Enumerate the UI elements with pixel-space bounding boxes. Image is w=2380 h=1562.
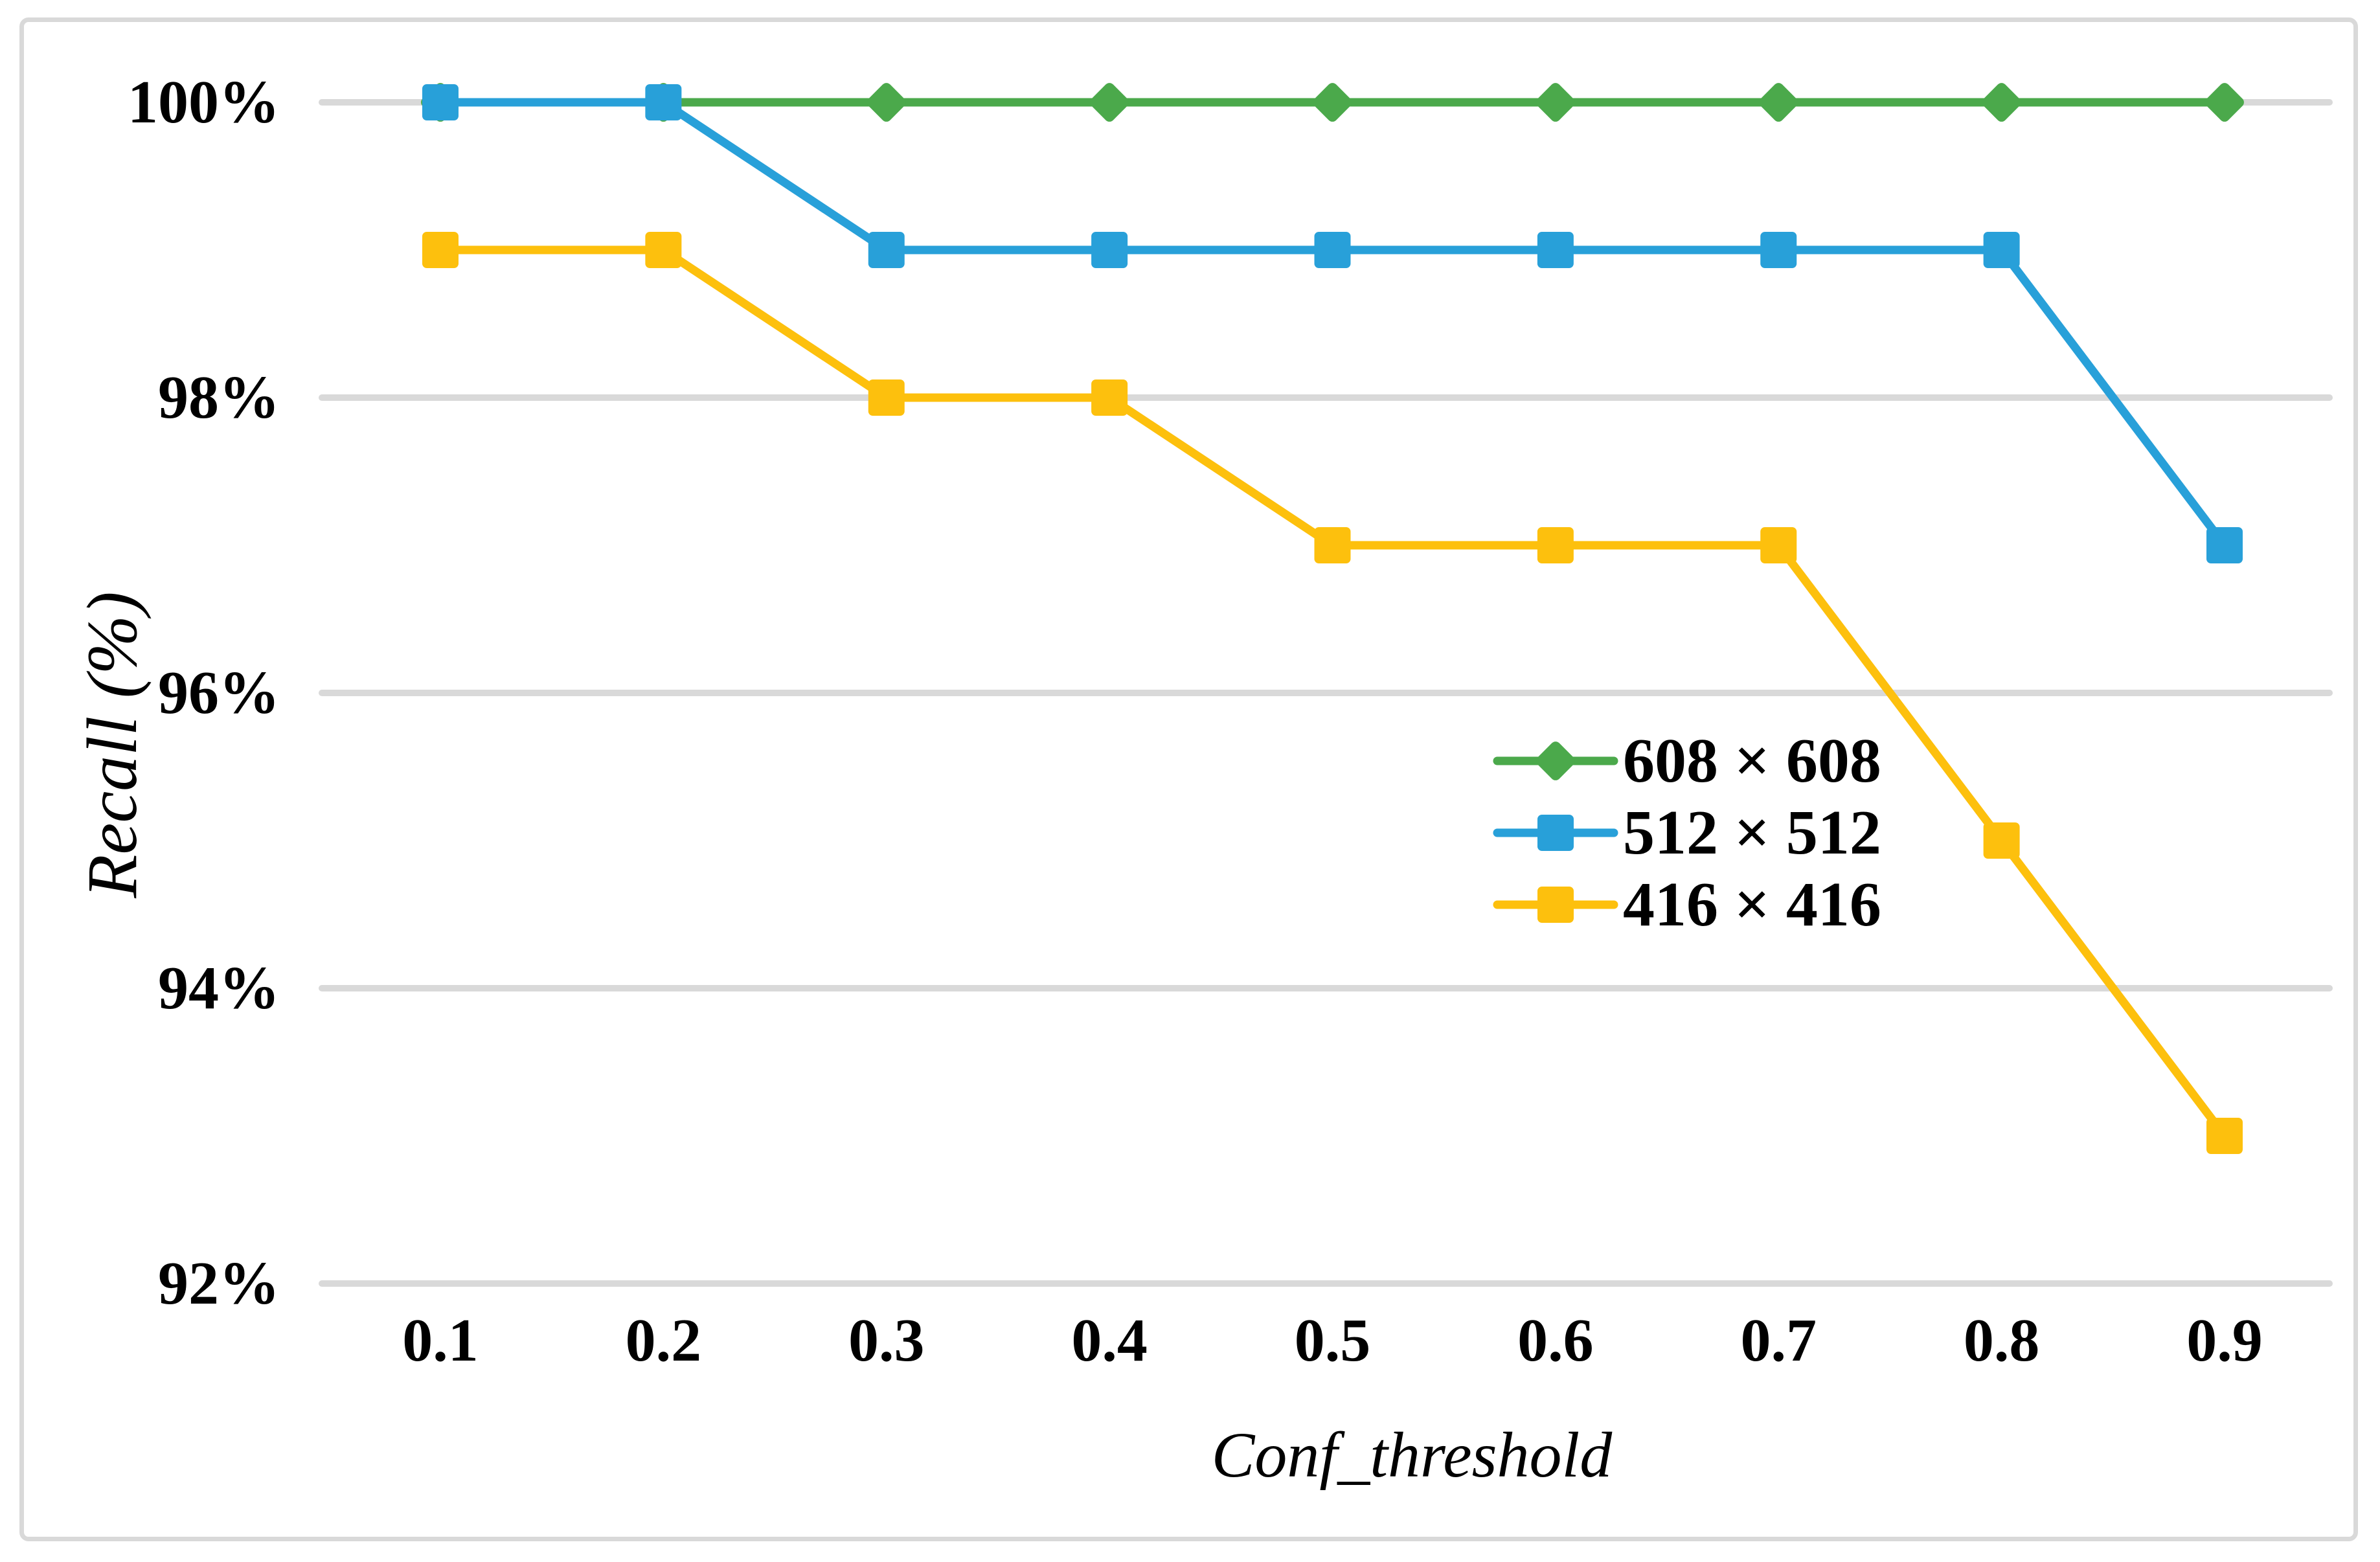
y-axis-title: Recall (%) bbox=[73, 591, 152, 898]
y-tick-label: 98% bbox=[158, 364, 280, 431]
data-point-marker bbox=[1536, 741, 1575, 780]
y-tick-label: 96% bbox=[158, 659, 280, 727]
data-point-marker bbox=[1983, 232, 2020, 268]
data-point-marker bbox=[1759, 83, 1798, 122]
data-point-marker bbox=[1091, 379, 1128, 416]
y-tick-label: 94% bbox=[158, 955, 280, 1022]
legend-label: 416 × 416 bbox=[1623, 870, 1881, 940]
data-point-marker bbox=[1537, 527, 1574, 563]
chart-border bbox=[19, 17, 2358, 1541]
x-tick-label: 0.7 bbox=[1740, 1307, 1817, 1374]
data-point-marker bbox=[1982, 83, 2021, 122]
data-point-marker bbox=[1537, 887, 1574, 923]
y-tick-label: 92% bbox=[158, 1250, 280, 1317]
data-point-marker bbox=[1760, 527, 1797, 563]
legend-label: 512 × 512 bbox=[1623, 798, 1881, 868]
data-point-marker bbox=[422, 84, 459, 120]
x-tick-label: 0.3 bbox=[848, 1307, 925, 1374]
data-point-marker bbox=[1983, 822, 2020, 859]
y-tick-label: 100% bbox=[128, 69, 280, 136]
data-point-marker bbox=[1090, 83, 1129, 122]
data-point-marker bbox=[1314, 232, 1351, 268]
x-axis-title: Conf_threshold bbox=[1211, 1419, 1613, 1491]
data-point-marker bbox=[868, 379, 905, 416]
data-point-marker bbox=[1760, 232, 1797, 268]
series-512x512 bbox=[422, 84, 2243, 563]
x-tick-label: 0.2 bbox=[625, 1307, 702, 1374]
data-point-marker bbox=[1537, 815, 1574, 851]
data-point-marker bbox=[1313, 83, 1352, 122]
series-416x416 bbox=[422, 232, 2243, 1154]
x-tick-label: 0.9 bbox=[2186, 1307, 2263, 1374]
legend-swatch bbox=[1493, 741, 1618, 780]
data-point-marker bbox=[868, 232, 905, 268]
data-point-marker bbox=[1537, 232, 1574, 268]
legend-swatch bbox=[1493, 815, 1618, 851]
x-tick-label: 0.8 bbox=[1963, 1307, 2040, 1374]
data-point-marker bbox=[1314, 527, 1351, 563]
data-point-marker bbox=[2205, 83, 2244, 122]
legend-label: 608 × 608 bbox=[1623, 726, 1881, 796]
data-point-marker bbox=[422, 232, 459, 268]
data-point-marker bbox=[2206, 1118, 2243, 1154]
data-point-marker bbox=[645, 232, 682, 268]
data-point-marker bbox=[1091, 232, 1128, 268]
x-tick-label: 0.4 bbox=[1071, 1307, 1148, 1374]
legend-swatch bbox=[1493, 887, 1618, 923]
data-point-marker bbox=[645, 84, 682, 120]
series-line bbox=[436, 98, 2229, 550]
x-tick-label: 0.5 bbox=[1294, 1307, 1371, 1374]
x-tick-label: 0.6 bbox=[1517, 1307, 1594, 1374]
data-point-marker bbox=[2206, 527, 2243, 563]
x-tick-label: 0.1 bbox=[402, 1307, 479, 1374]
data-point-marker bbox=[867, 83, 906, 122]
data-point-marker bbox=[1536, 83, 1575, 122]
